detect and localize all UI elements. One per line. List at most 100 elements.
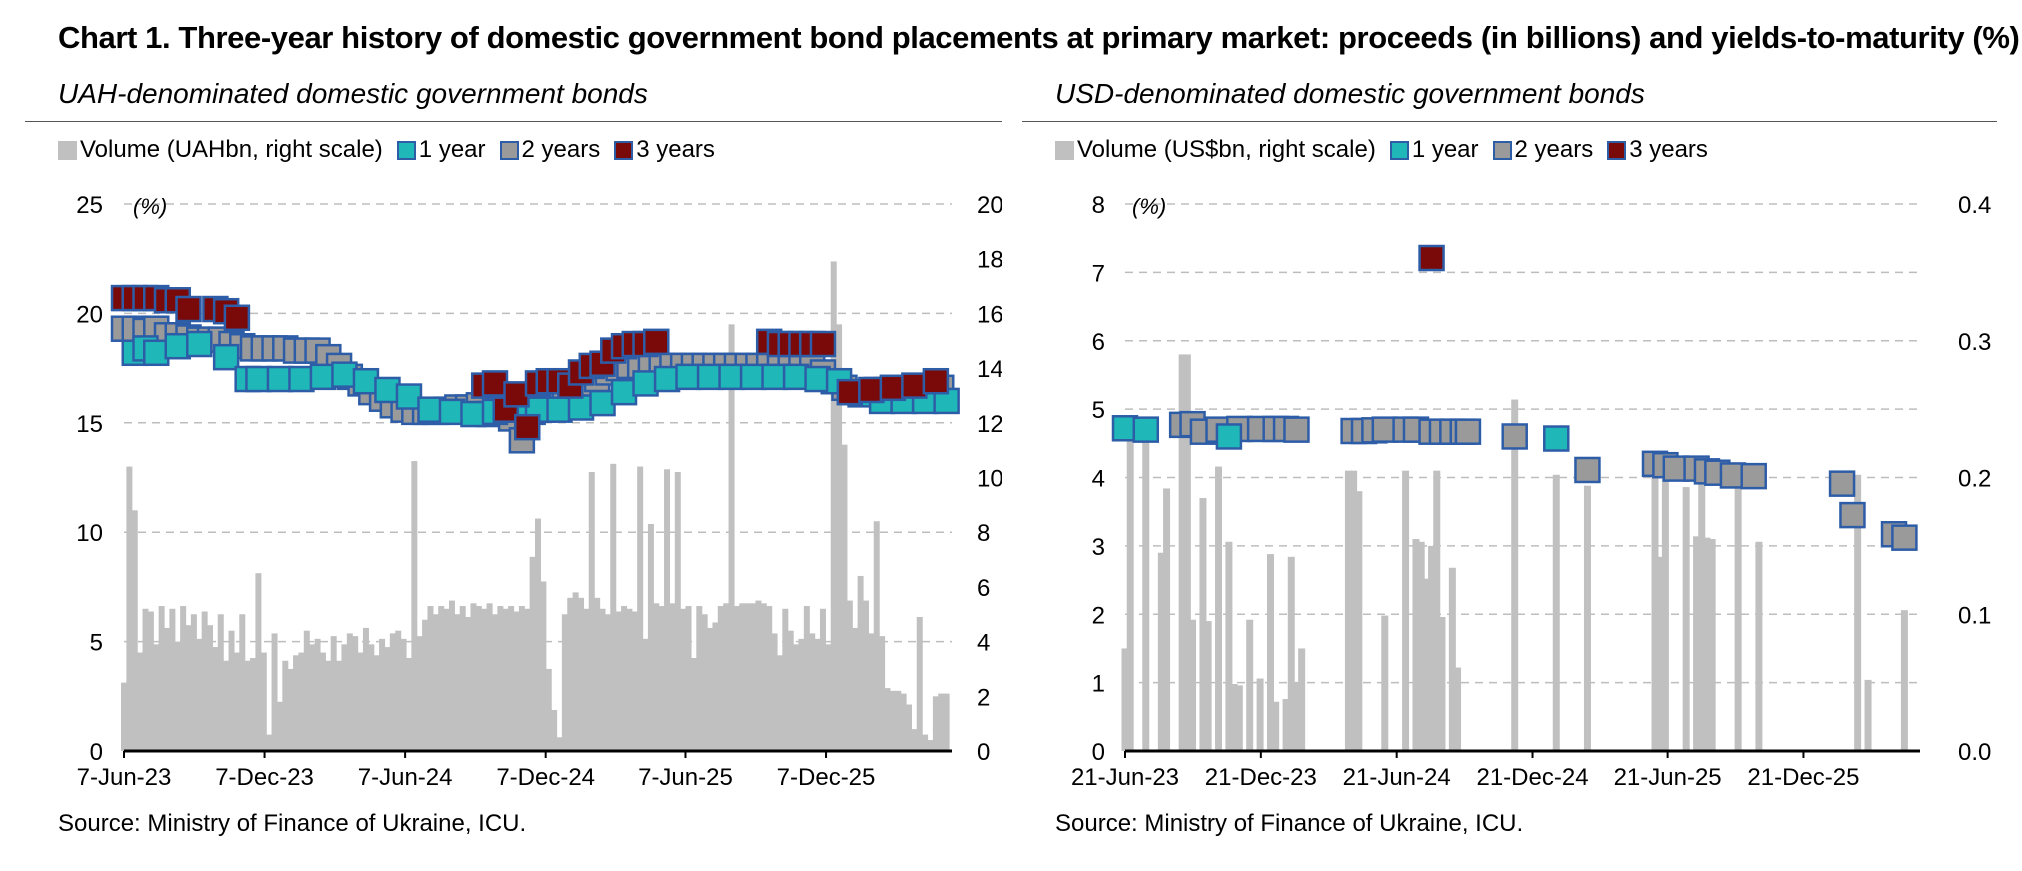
volume-bar <box>1412 539 1420 751</box>
volume-bar <box>201 611 208 751</box>
volume-bar <box>190 614 197 751</box>
x-tick-label: 7-Jun-25 <box>638 764 733 791</box>
volume-bar <box>1583 485 1591 751</box>
volume-bar <box>884 688 891 751</box>
volume-bar <box>142 608 149 751</box>
two-year-yield-marker <box>1283 416 1310 443</box>
two-year-yield-marker <box>1574 456 1601 484</box>
legend-item-1-year: 1 year <box>396 136 486 164</box>
volume-bar <box>911 729 918 751</box>
three-year-yield-marker <box>503 381 530 408</box>
volume-bar <box>583 608 590 751</box>
volume-bar <box>1225 541 1233 751</box>
y-left-tick-label: 6 <box>1092 329 1105 356</box>
volume-bar <box>1178 354 1186 751</box>
one-year-yield-marker <box>739 363 767 391</box>
legend-label: 3 years <box>636 136 715 163</box>
volume-bar <box>336 660 343 751</box>
legend-label: 2 years <box>521 136 601 163</box>
y-left-tick-label: 3 <box>1092 534 1105 561</box>
volume-bar <box>588 472 595 751</box>
volume-bar <box>1438 616 1446 751</box>
usd-chart-plot: 0 1 2 3 4 5 6 7 8 0.0 0.1 0.2 0.3 0.4 (%) 21-Jun-23 21-D… <box>1071 192 1991 791</box>
volume-bar <box>475 606 482 751</box>
volume-bar <box>1235 685 1243 751</box>
volume-bar <box>330 636 337 751</box>
volume-bar <box>169 608 176 751</box>
volume-bar <box>819 608 826 751</box>
volume-bar <box>852 627 859 751</box>
legend-item-volume: Volume (US$bn, right scale) <box>1055 136 1376 164</box>
volume-bar <box>486 603 493 751</box>
volume-bar <box>427 606 434 751</box>
legend-item-volume: Volume (UAHbn, right scale) <box>58 136 383 164</box>
volume-bar <box>771 633 778 751</box>
volume-bar <box>158 606 165 751</box>
volume-bar <box>448 600 455 751</box>
y-left-tick-label: 1 <box>1092 671 1105 698</box>
volume-bar <box>1256 678 1264 751</box>
two-year-yield-marker <box>1839 501 1866 529</box>
y-right-tick-label: 0 <box>977 739 990 766</box>
volume-bar <box>212 647 219 751</box>
volume-bar <box>1126 429 1134 751</box>
volume-bar <box>647 523 654 751</box>
volume-bar <box>685 606 692 751</box>
volume-bar <box>696 606 703 751</box>
y-right-tick-label: 4 <box>977 630 990 657</box>
x-tick-label: 21-Dec-24 <box>1476 764 1588 791</box>
volume-bar <box>1734 477 1742 751</box>
volume-bar <box>422 619 429 751</box>
volume-bar <box>131 510 138 751</box>
x-tick-label: 21-Dec-25 <box>1747 764 1859 791</box>
volume-bar <box>233 652 240 751</box>
y-right-tick-label: 10 <box>977 466 1002 493</box>
volume-bar <box>217 614 224 751</box>
volume-bar <box>266 734 273 751</box>
volume-bar <box>1454 667 1462 751</box>
one-year-yield-marker <box>352 367 380 395</box>
volume-bar <box>126 466 133 751</box>
volume-bar <box>669 603 676 751</box>
volume-bar <box>287 668 294 751</box>
one-year-yield-marker <box>1543 425 1570 452</box>
volume-bar <box>1854 474 1862 751</box>
volume-bar <box>1864 679 1872 751</box>
legend-label: 1 year <box>1411 136 1479 163</box>
volume-bar <box>1282 699 1290 751</box>
volume-bar <box>276 701 283 751</box>
volume-bar <box>750 603 757 751</box>
volume-bar <box>787 630 794 751</box>
legend-item-3-years: 3 years <box>614 136 715 164</box>
legend-label: Volume (US$bn, right scale) <box>1077 136 1376 163</box>
y-left-tick-label: 5 <box>1092 397 1105 424</box>
y-right-tick-label: 8 <box>977 520 990 547</box>
volume-bar <box>454 614 461 751</box>
volume-bar <box>739 603 746 751</box>
legend-swatch-volume <box>58 140 77 160</box>
volume-bar <box>524 608 531 751</box>
volume-bar <box>1708 539 1716 751</box>
volume-bar <box>1272 701 1280 751</box>
volume-bar <box>137 652 144 751</box>
y-left-tick-label: 8 <box>1092 192 1105 219</box>
legend-swatch-1-year <box>1389 140 1409 160</box>
y-left-tick-label: 7 <box>1092 260 1105 287</box>
y-unit-label: (%) <box>1132 194 1166 219</box>
three-year-yield-marker <box>175 295 202 323</box>
volume-bar <box>1417 541 1425 751</box>
volume-bar <box>1183 354 1191 751</box>
chart-title: Chart 1. Three-year history of domestic … <box>58 20 2020 55</box>
volume-bar <box>518 606 525 751</box>
volume-bar <box>465 616 472 751</box>
volume-bar <box>766 606 773 751</box>
y-right-tick-label: 12 <box>977 411 1002 438</box>
volume-bar <box>244 660 251 751</box>
volume-bar <box>567 597 574 751</box>
uah-bonds-panel: UAH-denominated domestic government bond… <box>25 72 1002 862</box>
volume-bar <box>1204 621 1212 751</box>
volume-bar <box>239 614 246 751</box>
volume-bar <box>578 597 585 751</box>
volume-bar <box>459 606 466 751</box>
volume-bar <box>282 660 289 751</box>
